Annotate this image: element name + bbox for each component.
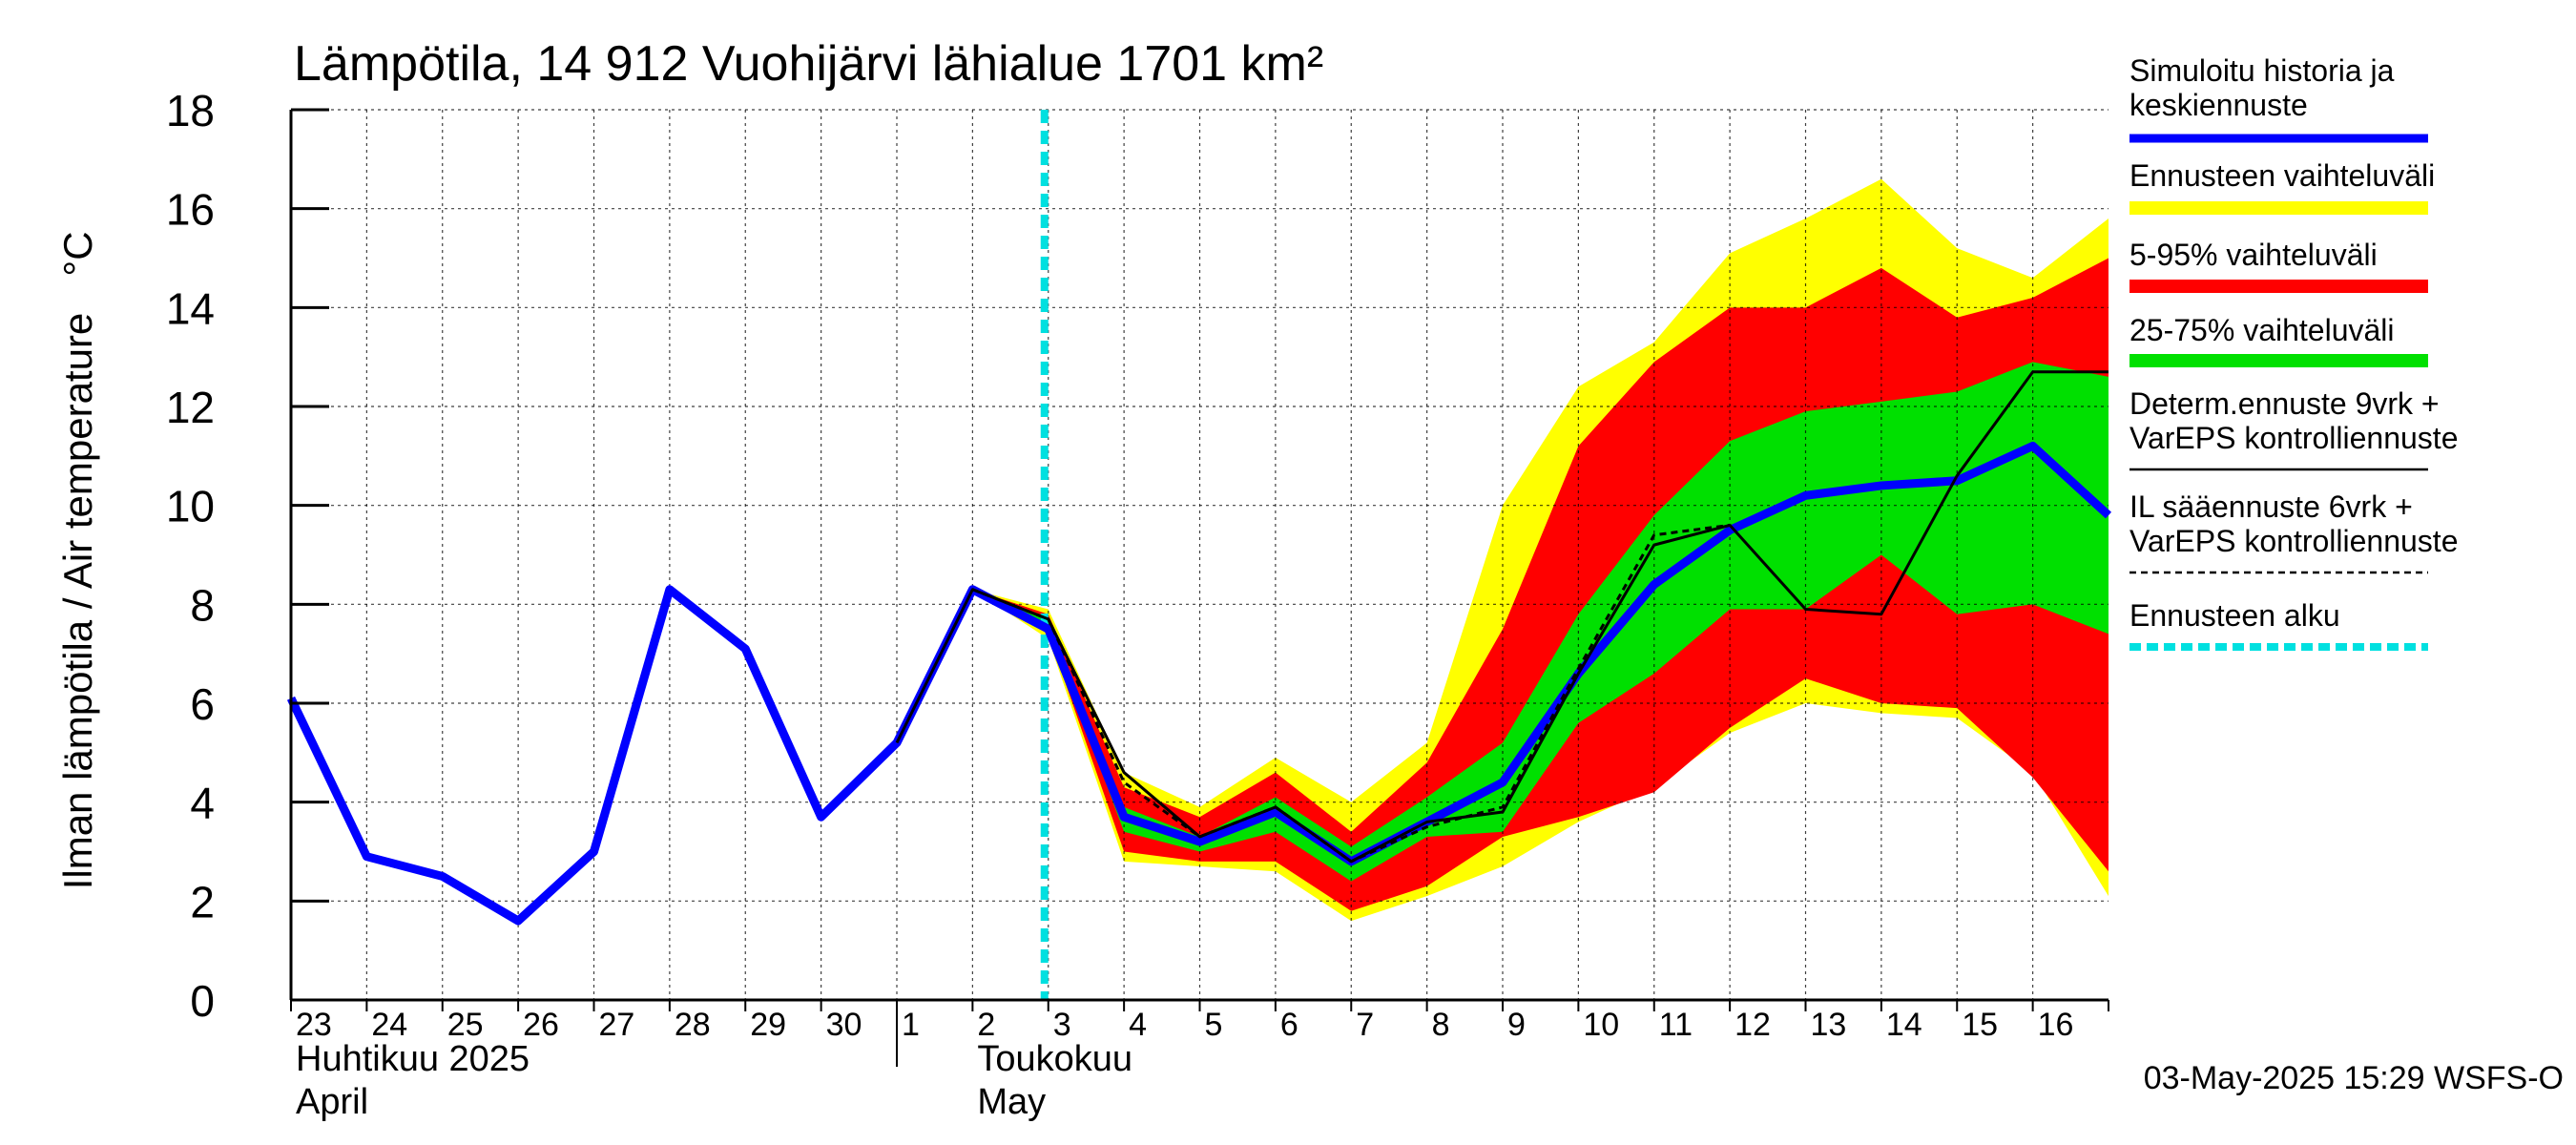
x-tick-label: 5	[1205, 1007, 1223, 1043]
chart-title: Lämpötila, 14 912 Vuohijärvi lähialue 17…	[294, 36, 1323, 92]
y-tick-label: 12	[166, 383, 215, 432]
y-tick-label: 0	[190, 976, 215, 1026]
y-axis-label: Ilman lämpötila / Air temperature	[55, 313, 100, 890]
y-tick-label: 18	[166, 86, 215, 135]
x-tick-label: 16	[2038, 1007, 2074, 1043]
month-label-fi: Toukokuu	[977, 1039, 1132, 1079]
x-tick-label: 1	[902, 1007, 920, 1043]
y-tick-label: 4	[190, 779, 215, 828]
legend-label: Determ.ennuste 9vrk +	[2129, 386, 2440, 421]
x-tick-label: 29	[750, 1007, 786, 1043]
legend-label: Simuloitu historia ja	[2129, 53, 2395, 88]
series-simulated	[286, 441, 2112, 926]
x-tick-label: 25	[447, 1007, 484, 1043]
legend-label: 5-95% vaihteluväli	[2129, 238, 2378, 272]
x-tick-label: 14	[1886, 1007, 1922, 1043]
x-tick-label: 7	[1356, 1007, 1374, 1043]
y-tick-label: 2	[190, 877, 215, 926]
x-tick-label: 2	[977, 1007, 995, 1043]
legend-label: 25-75% vaihteluväli	[2129, 313, 2395, 347]
x-tick-label: 30	[826, 1007, 862, 1043]
x-tick-label: 11	[1659, 1007, 1693, 1043]
y-tick-label: 8	[190, 580, 215, 630]
series-il	[971, 523, 1731, 864]
x-tick-label: 10	[1583, 1007, 1619, 1043]
legend-label: Ennusteen vaihteluväli	[2129, 158, 2435, 193]
legend-label: VarEPS kontrolliennuste	[2129, 524, 2458, 558]
legend-label: Ennusteen alku	[2129, 598, 2340, 633]
y-tick-label: 14	[166, 283, 215, 333]
y-tick-label: 16	[166, 185, 215, 235]
month-label-fi: Huhtikuu 2025	[296, 1039, 530, 1079]
x-tick-label: 3	[1053, 1007, 1071, 1043]
x-tick-label: 12	[1735, 1007, 1771, 1043]
x-tick-label: 28	[675, 1007, 711, 1043]
series-lines	[286, 370, 2112, 926]
axes	[289, 108, 2109, 1067]
x-tick-label: 23	[296, 1007, 332, 1043]
grid	[291, 109, 2109, 1000]
x-tick-label: 4	[1129, 1007, 1147, 1043]
footer-timestamp: 03-May-2025 15:29 WSFS-O	[2144, 1060, 2564, 1096]
legend-label: VarEPS kontrolliennuste	[2129, 421, 2458, 455]
x-tick-label: 15	[1962, 1007, 1998, 1043]
legend-label: IL sääennuste 6vrk +	[2129, 489, 2413, 524]
x-tick-label: 6	[1280, 1007, 1298, 1043]
series-determ	[895, 370, 2109, 864]
forecast-bands	[972, 178, 2109, 922]
x-tick-label: 24	[371, 1007, 407, 1043]
y-tick-label: 10	[166, 482, 215, 531]
y-tick-label: 6	[190, 679, 215, 729]
month-label-en: May	[977, 1082, 1046, 1122]
x-tick-label: 13	[1811, 1007, 1847, 1043]
x-tick-label: 27	[599, 1007, 635, 1043]
legend-label: keskiennuste	[2129, 88, 2308, 122]
month-label-en: April	[296, 1082, 368, 1122]
x-tick-label: 9	[1507, 1007, 1526, 1043]
x-tick-label: 8	[1432, 1007, 1450, 1043]
y-axis-unit: °C	[55, 231, 100, 276]
x-tick-label: 26	[523, 1007, 559, 1043]
